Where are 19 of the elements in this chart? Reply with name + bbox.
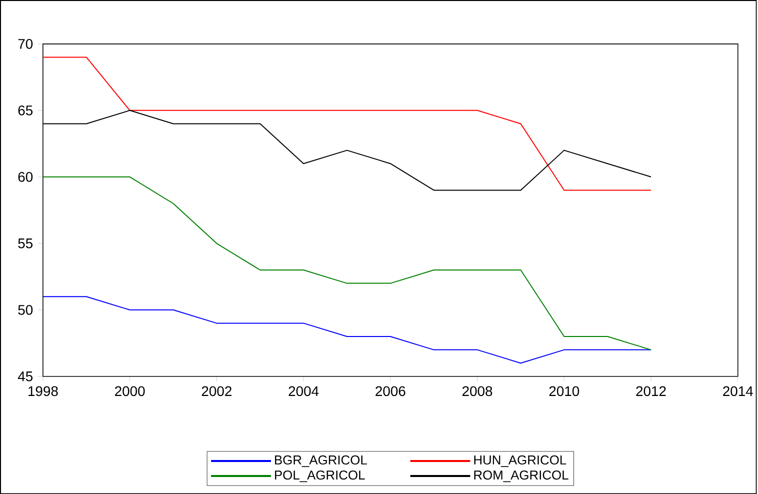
y-tick-label: 55 xyxy=(18,238,33,248)
x-tick-label: 2000 xyxy=(115,386,145,396)
x-tick-label: 2012 xyxy=(636,386,666,396)
x-tick-label: 2014 xyxy=(723,386,753,396)
y-tick-label: 70 xyxy=(18,38,33,49)
y-tick-label: 50 xyxy=(18,304,33,315)
x-tick-label: 2002 xyxy=(202,386,232,396)
y-tick-label: 45 xyxy=(18,371,33,382)
x-tick-label: 2006 xyxy=(376,386,406,396)
legend-label: HUN_AGRICOL xyxy=(474,455,566,467)
legend-label: BGR_AGRICOL xyxy=(275,455,367,467)
x-tick-label: 1998 xyxy=(28,386,58,396)
x-tick-label: 2004 xyxy=(288,386,319,396)
legend-label: POL_AGRICOL xyxy=(275,470,365,482)
y-tick-label: 60 xyxy=(18,172,33,182)
y-tick-label: 65 xyxy=(18,105,33,116)
x-tick-label: 2008 xyxy=(462,386,492,396)
x-tick-label: 2010 xyxy=(549,386,580,396)
legend-label: ROM_AGRICOL xyxy=(474,470,568,482)
